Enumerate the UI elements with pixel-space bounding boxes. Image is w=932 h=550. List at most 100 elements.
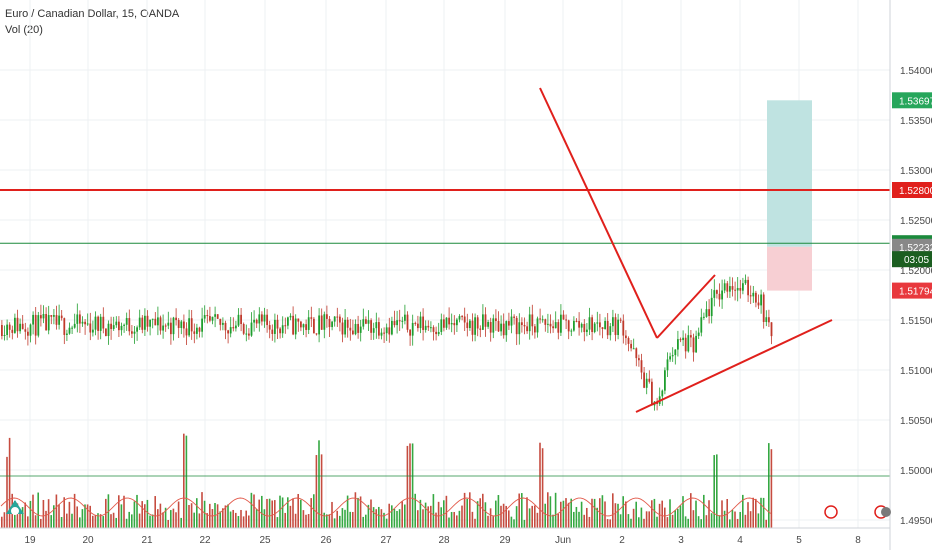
candle xyxy=(8,324,11,330)
candle xyxy=(1,325,3,336)
trendlines[interactable] xyxy=(539,87,833,413)
volume-bar xyxy=(344,509,346,528)
candle xyxy=(11,329,14,333)
candle xyxy=(211,316,214,321)
volume-bar xyxy=(664,507,666,528)
long-position-tool[interactable] xyxy=(767,100,812,291)
time-tick-label: 25 xyxy=(259,535,271,546)
volume-bar xyxy=(287,497,289,528)
candle xyxy=(484,314,487,327)
candle xyxy=(671,355,674,357)
volume-bar xyxy=(518,493,520,528)
volume-bar xyxy=(427,506,429,528)
volume-bar xyxy=(534,505,536,528)
candle xyxy=(352,330,354,335)
volume-bar xyxy=(393,508,396,528)
volume-bar xyxy=(84,504,86,528)
volume-bar xyxy=(734,511,736,528)
volume-bar xyxy=(697,516,700,528)
volume-bar xyxy=(261,495,263,528)
volume-bar xyxy=(203,500,206,528)
volume-bar xyxy=(110,514,112,528)
volume-bar xyxy=(216,504,219,528)
toolbar-icons[interactable] xyxy=(6,500,891,519)
volume-bar xyxy=(588,516,591,528)
volume-bar xyxy=(326,514,328,528)
volume-bar xyxy=(224,505,227,528)
candle xyxy=(604,320,606,330)
candle xyxy=(14,317,16,333)
volume-bar xyxy=(89,505,91,528)
price-axis[interactable]: 1.54000 1.53500 1.53000 1.52500 1.52000 1.515… xyxy=(889,0,932,550)
volume-bar xyxy=(492,516,494,528)
volume-bar xyxy=(515,506,518,528)
volume-bar xyxy=(375,509,377,528)
horizontal-levels[interactable] xyxy=(0,189,890,244)
candle xyxy=(617,319,619,336)
candle xyxy=(97,316,99,331)
candle xyxy=(721,290,723,300)
volume-bar xyxy=(632,508,635,528)
volume-bar xyxy=(396,510,398,528)
candle xyxy=(409,329,411,336)
volume-bar xyxy=(281,497,284,528)
volume-bar xyxy=(157,509,159,528)
volume-bar xyxy=(333,518,336,528)
candle xyxy=(505,321,508,336)
candle xyxy=(349,327,352,331)
volume-bar xyxy=(53,505,55,528)
candle xyxy=(279,328,281,334)
volume-bar xyxy=(177,501,180,528)
candle xyxy=(768,317,770,323)
candle xyxy=(586,329,588,333)
candle xyxy=(248,333,250,336)
volume-bar xyxy=(401,501,403,528)
volume-bar xyxy=(700,519,702,528)
candle xyxy=(268,325,271,330)
candle xyxy=(697,332,700,336)
volume-bar xyxy=(300,499,302,528)
candle xyxy=(310,317,313,319)
candle xyxy=(497,321,500,332)
candle xyxy=(614,317,617,336)
candle xyxy=(757,302,760,306)
volume-bar xyxy=(8,437,11,528)
volume-bar xyxy=(258,499,260,528)
candle xyxy=(175,317,177,321)
price-tick-label: 1.50500 xyxy=(900,416,932,427)
candle xyxy=(354,323,357,335)
candle xyxy=(547,323,549,325)
time-axis[interactable]: 19 20 21 22 25 26 27 28 29 Jun 2 3 4 5 8 xyxy=(0,527,890,546)
candle xyxy=(588,317,591,330)
volume-bar xyxy=(136,494,138,528)
volume-bar xyxy=(635,501,637,528)
volume-bar xyxy=(133,501,136,528)
candle xyxy=(320,315,323,330)
candle xyxy=(690,335,692,338)
volume-bar xyxy=(162,512,164,528)
candle xyxy=(123,324,125,326)
volume-bar xyxy=(580,501,583,528)
volume-bar xyxy=(19,510,21,528)
volume-bar xyxy=(385,518,388,528)
time-tick-label: 21 xyxy=(141,535,153,546)
volume-bar xyxy=(739,511,741,528)
candle xyxy=(42,314,45,319)
volume-bar xyxy=(73,493,76,528)
volume-bar xyxy=(417,510,419,528)
candle xyxy=(214,314,216,317)
time-tick-label: 4 xyxy=(737,535,743,546)
candle xyxy=(170,322,172,335)
candle xyxy=(450,323,453,325)
volume-bar xyxy=(567,502,570,528)
volume-bar xyxy=(378,506,380,528)
candle xyxy=(682,337,684,341)
candle xyxy=(115,321,118,326)
volume-bar xyxy=(302,510,305,528)
volume-bar xyxy=(58,504,60,528)
volume-bar xyxy=(609,519,611,528)
candle xyxy=(263,314,266,322)
trendline xyxy=(539,87,658,339)
candle xyxy=(687,335,690,352)
